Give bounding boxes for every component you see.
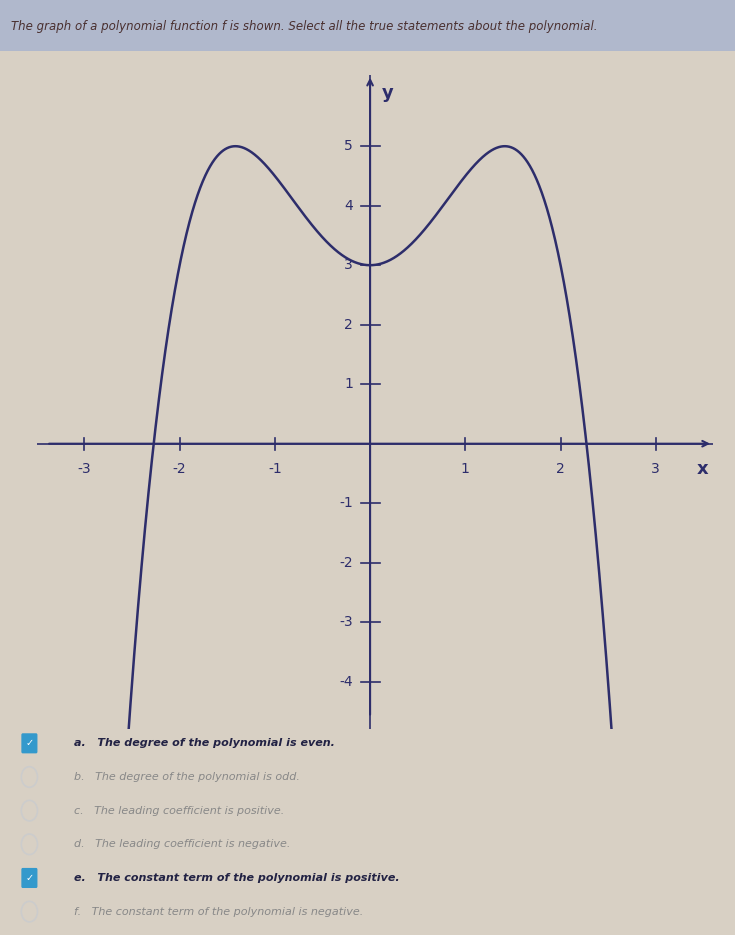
Text: 5: 5	[344, 139, 353, 153]
Text: -2: -2	[173, 462, 187, 476]
Text: 3: 3	[344, 258, 353, 272]
Text: c.   The leading coefficient is positive.: c. The leading coefficient is positive.	[74, 806, 284, 815]
Text: -1: -1	[268, 462, 282, 476]
Text: y: y	[381, 84, 393, 102]
Text: 2: 2	[556, 462, 565, 476]
Text: -1: -1	[339, 496, 353, 511]
Text: x: x	[697, 460, 709, 479]
Text: d.   The leading coefficient is negative.: d. The leading coefficient is negative.	[74, 840, 290, 849]
Text: 2: 2	[344, 318, 353, 332]
Text: 1: 1	[461, 462, 470, 476]
Text: 4: 4	[344, 199, 353, 212]
Text: -2: -2	[340, 555, 353, 569]
Text: b.   The degree of the polynomial is odd.: b. The degree of the polynomial is odd.	[74, 772, 299, 782]
Text: -3: -3	[340, 615, 353, 629]
Text: The graph of a polynomial function f is shown. Select all the true statements ab: The graph of a polynomial function f is …	[11, 20, 598, 33]
Text: a.   The degree of the polynomial is even.: a. The degree of the polynomial is even.	[74, 739, 334, 748]
Text: f.   The constant term of the polynomial is negative.: f. The constant term of the polynomial i…	[74, 907, 363, 916]
Text: -3: -3	[78, 462, 91, 476]
Text: 1: 1	[344, 377, 353, 391]
Text: ✓: ✓	[25, 739, 34, 748]
Text: -4: -4	[340, 675, 353, 689]
Text: ✓: ✓	[25, 873, 34, 883]
Text: e.   The constant term of the polynomial is positive.: e. The constant term of the polynomial i…	[74, 873, 399, 883]
Text: 3: 3	[651, 462, 660, 476]
